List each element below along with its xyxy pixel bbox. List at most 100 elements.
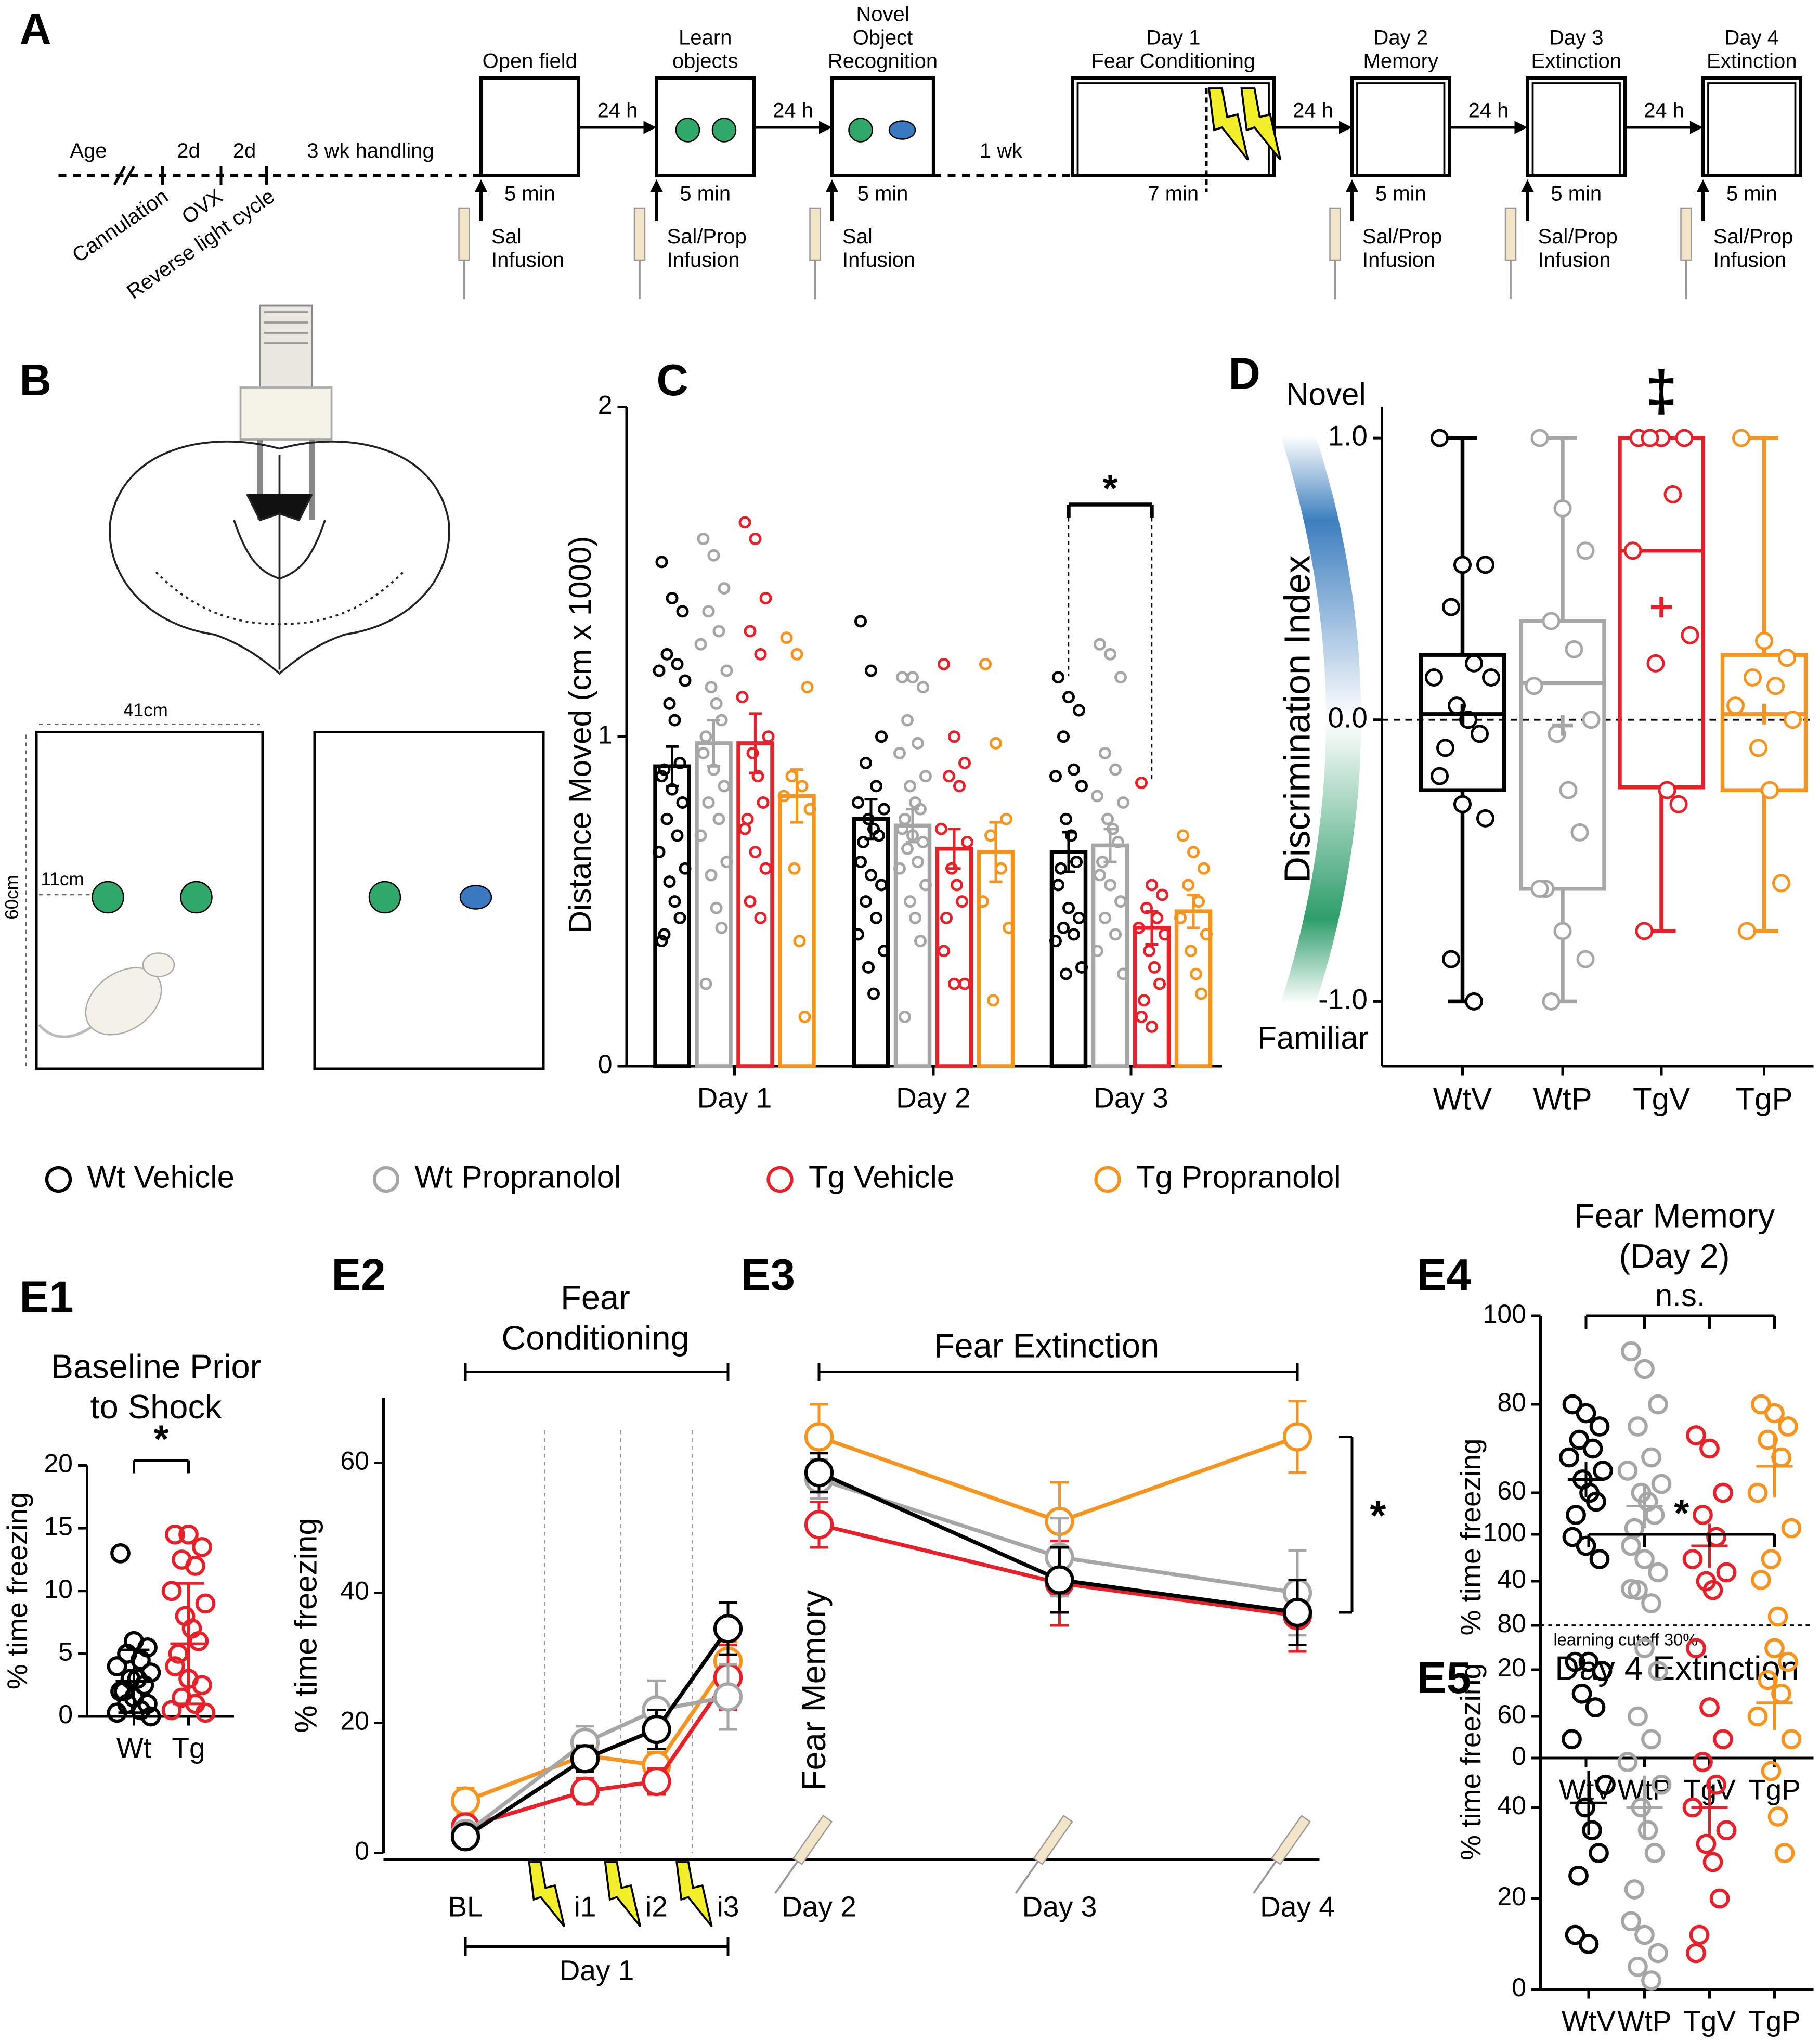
data-point — [953, 780, 966, 793]
syringe — [1680, 207, 1692, 261]
data-point — [860, 895, 873, 908]
data-point — [1187, 846, 1200, 859]
data-point — [1156, 888, 1169, 901]
y-tick-label: 10 — [44, 1574, 73, 1604]
data-point — [896, 671, 909, 684]
session-box — [830, 76, 935, 177]
data-point — [790, 648, 803, 661]
data-point — [984, 829, 997, 842]
data-point — [1663, 485, 1682, 503]
panel-label: B — [20, 356, 51, 405]
data-point — [1099, 746, 1112, 759]
object-icon — [848, 118, 873, 143]
data-point — [1094, 638, 1107, 651]
data-point — [1559, 781, 1578, 799]
data-point — [759, 592, 772, 605]
data-point — [570, 1776, 600, 1806]
data-point — [1621, 1341, 1641, 1362]
data-point — [914, 935, 927, 948]
arrow-head — [825, 179, 839, 193]
data-point — [1431, 767, 1449, 785]
data-point — [1716, 1562, 1737, 1583]
data-point — [1696, 1833, 1717, 1854]
data-point — [1425, 668, 1443, 687]
syringe — [1329, 207, 1341, 261]
timeline-label: Cannulation — [68, 185, 172, 267]
data-point — [705, 869, 718, 882]
chart-title: Fear Memory — [1574, 1197, 1775, 1235]
data-point — [904, 895, 917, 908]
data-point — [1764, 1638, 1785, 1659]
data-point — [1767, 1806, 1788, 1827]
data-point — [878, 803, 891, 816]
x-tick-label: i2 — [645, 1891, 668, 1923]
y-tick-label: 40 — [340, 1577, 369, 1606]
data-point — [1073, 911, 1086, 924]
legend-label: Wt Vehicle — [87, 1159, 235, 1194]
arrow-head — [1521, 179, 1534, 193]
y-tick-label: 15 — [44, 1512, 73, 1541]
data-point — [777, 790, 790, 803]
data-point — [1693, 1752, 1713, 1772]
legend-label: Wt Propranolol — [415, 1159, 621, 1194]
data-point — [1052, 879, 1065, 892]
data-point — [1052, 671, 1065, 684]
data-point — [1781, 1729, 1802, 1750]
data-point — [1669, 795, 1688, 813]
data-point — [738, 822, 751, 835]
session-box-inner — [1707, 82, 1797, 177]
data-point — [875, 879, 888, 892]
data-point — [1062, 901, 1075, 914]
x-tick-label: Day 2 — [782, 1891, 856, 1923]
data-point — [679, 674, 692, 687]
arena-width: 41cm — [123, 700, 168, 720]
data-point — [1112, 836, 1125, 849]
session-title: Day 1 — [1146, 27, 1201, 49]
panel-label: E2 — [332, 1250, 386, 1300]
data-point — [161, 1581, 182, 1601]
data-point — [720, 664, 733, 677]
data-point — [110, 1543, 131, 1564]
data-point — [1578, 1934, 1599, 1954]
data-point — [1146, 879, 1159, 892]
session-duration: 5 min — [504, 183, 555, 205]
data-point — [1706, 1774, 1726, 1795]
x-tick-label: TgV — [1683, 2005, 1736, 2037]
data-point — [1441, 598, 1460, 616]
session-title: Open field — [483, 50, 577, 73]
data-point — [1646, 654, 1665, 673]
data-point — [1562, 1394, 1583, 1415]
series-line — [464, 1660, 730, 1803]
data-point — [862, 812, 875, 825]
data-point — [1686, 1425, 1706, 1445]
panel-label: E1 — [20, 1272, 74, 1322]
data-point — [948, 730, 961, 743]
session-title: Novel — [856, 3, 909, 26]
x-tick-label: Day 2 — [896, 1082, 971, 1114]
significance-label: * — [153, 1417, 169, 1461]
data-point — [1777, 649, 1796, 667]
data-point — [862, 961, 875, 974]
data-point — [901, 842, 914, 855]
data-point — [676, 605, 689, 618]
data-point — [870, 780, 883, 793]
interval-label: 24 h — [1468, 99, 1509, 122]
data-point — [107, 1656, 127, 1676]
arrow-head — [1690, 121, 1703, 134]
data-point — [1117, 967, 1130, 980]
data-point — [1146, 1020, 1159, 1033]
session-box — [1350, 76, 1451, 177]
data-point — [1713, 1482, 1733, 1503]
arrow-head — [650, 179, 663, 193]
panel-label: E5 — [1417, 1654, 1471, 1703]
data-point — [1749, 739, 1767, 757]
data-point — [642, 1766, 671, 1797]
data-point — [1713, 1729, 1733, 1750]
data-point — [1195, 987, 1208, 1000]
data-point — [192, 1675, 212, 1696]
data-point — [1117, 796, 1130, 809]
data-point — [1441, 950, 1460, 968]
syringe — [809, 207, 821, 261]
